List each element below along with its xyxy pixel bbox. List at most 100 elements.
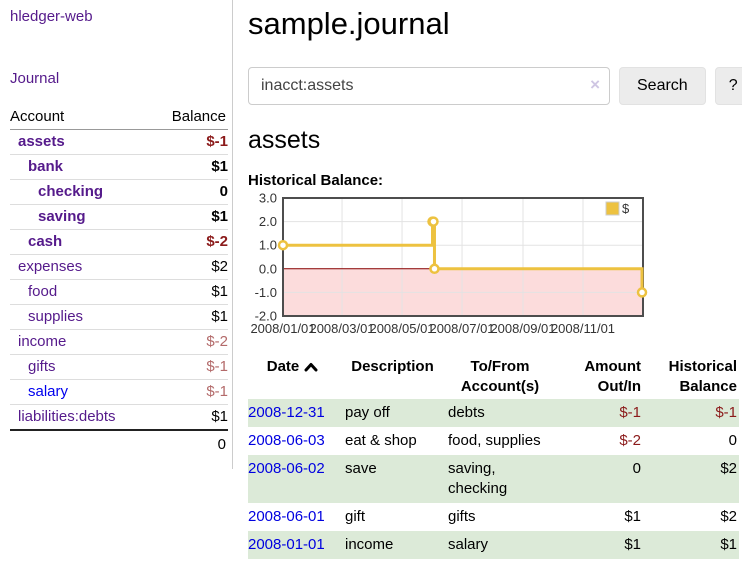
help-button[interactable]: ? — [714, 67, 742, 105]
account-balance: $-1 — [206, 133, 228, 150]
sidebar: hledger-web Journal Account Balance asse… — [0, 0, 233, 469]
account-link[interactable]: saving — [38, 208, 86, 225]
register-header-tofrom: To/From Account(s) — [460, 358, 540, 395]
account-balance: $1 — [152, 279, 228, 305]
transaction-date-link[interactable]: 2008-01-01 — [248, 536, 325, 553]
transaction-balance: $-1 — [715, 404, 737, 421]
register-header-amount: Amount Out/In — [584, 358, 641, 395]
accounts-total-spacer — [10, 429, 153, 459]
register-header-date[interactable]: Date — [248, 355, 345, 399]
svg-text:2008/09/01: 2008/09/01 — [490, 321, 555, 336]
transaction-date-link[interactable]: 2008-06-01 — [248, 508, 325, 525]
account-row: food $1 — [10, 279, 228, 305]
transaction-date-cell: 2008-06-03 — [248, 427, 345, 455]
account-row: income $-2 — [10, 329, 228, 355]
svg-text:2008/11/01: 2008/11/01 — [551, 321, 615, 336]
account-balance: $1 — [152, 404, 228, 430]
register-row: 2008-06-01 gift gifts $1 $2 — [248, 503, 739, 531]
account-row: cash $-2 — [10, 229, 228, 255]
register-header-historical: Historical Balance — [668, 358, 737, 395]
svg-text:0.0: 0.0 — [259, 261, 277, 276]
register-row: 2008-06-03 eat & shop food, supplies $-2 0 — [248, 427, 739, 455]
account-link[interactable]: liabilities:debts — [18, 408, 116, 425]
account-row: expenses $2 — [10, 254, 228, 280]
svg-text:$: $ — [622, 201, 630, 216]
transaction-balance: 0 — [728, 432, 737, 449]
register-row: 2008-06-02 save saving, checking 0 $2 — [248, 455, 739, 503]
account-link[interactable]: assets — [18, 133, 65, 150]
app-brand: hledger-web — [10, 8, 232, 26]
account-link[interactable]: gifts — [28, 358, 56, 375]
account-row: bank $1 — [10, 154, 228, 180]
search-bar: × Search ? — [248, 67, 742, 105]
account-balance: $-2 — [152, 229, 228, 255]
main-content: sample.journal × Search ? assets Histori… — [233, 0, 742, 559]
brand-link[interactable]: hledger-web — [10, 8, 93, 25]
search-input[interactable] — [248, 67, 610, 105]
account-balance: $-2 — [152, 329, 228, 355]
account-link[interactable]: supplies — [28, 308, 84, 325]
transaction-accounts: salary — [448, 536, 489, 553]
clear-search-icon[interactable]: × — [590, 75, 600, 94]
svg-text:1.0: 1.0 — [259, 238, 277, 253]
svg-text:2008/05/01: 2008/05/01 — [369, 321, 434, 336]
transaction-amount: 0 — [632, 460, 641, 477]
transaction-date-cell: 2008-01-01 — [248, 531, 345, 559]
account-row: liabilities:debts $1 — [10, 404, 228, 430]
register-row: 2008-01-01 income salary $1 $1 — [248, 531, 739, 559]
accounts-total-value: 0 — [152, 429, 228, 459]
svg-text:2008/03/01: 2008/03/01 — [309, 321, 374, 336]
accounts-header-balance: Balance — [152, 104, 228, 130]
register-header-description: Description — [351, 358, 434, 375]
account-link[interactable]: checking — [38, 183, 104, 200]
transaction-date-link[interactable]: 2008-12-31 — [248, 404, 325, 421]
sidebar-nav: Journal — [10, 70, 232, 88]
transaction-description: gift — [345, 508, 366, 525]
transaction-description: pay off — [345, 404, 390, 421]
account-link[interactable]: cash — [28, 233, 63, 250]
search-field-wrap: × — [248, 67, 610, 105]
account-link[interactable]: income — [18, 333, 67, 350]
svg-text:3.0: 3.0 — [259, 193, 277, 206]
account-balance: $1 — [152, 304, 228, 330]
svg-text:2008/01/01: 2008/01/01 — [250, 321, 315, 336]
transaction-date-cell: 2008-12-31 — [248, 399, 345, 427]
account-balance: 0 — [152, 179, 228, 205]
nav-journal-link[interactable]: Journal — [10, 70, 60, 87]
transaction-accounts: gifts — [448, 508, 476, 525]
transaction-date-link[interactable]: 2008-06-03 — [248, 432, 325, 449]
account-balance: $-1 — [152, 379, 228, 405]
transaction-amount: $-2 — [619, 432, 641, 449]
account-row: assets $-1 — [10, 130, 228, 155]
sort-asc-icon — [304, 363, 318, 372]
accounts-header-account: Account — [10, 104, 153, 130]
account-heading: assets — [248, 126, 321, 154]
account-row: supplies $1 — [10, 304, 228, 330]
account-row: checking 0 — [10, 179, 228, 205]
account-balance: $1 — [152, 204, 228, 230]
register-table: Date Description To/From Account(s) Amount … — [248, 355, 739, 559]
account-balance: $1 — [152, 154, 228, 180]
account-row: salary $-1 — [10, 379, 228, 405]
transaction-amount: $1 — [624, 536, 641, 553]
svg-text:2.0: 2.0 — [259, 214, 277, 229]
svg-text:2008/07/01: 2008/07/01 — [429, 321, 494, 336]
account-link[interactable]: expenses — [18, 258, 83, 275]
transaction-date-link[interactable]: 2008-06-02 — [248, 460, 325, 477]
transaction-accounts: saving, checking — [448, 460, 508, 497]
transaction-description: eat & shop — [345, 432, 417, 449]
account-balance: $2 — [152, 254, 228, 280]
search-button[interactable]: Search — [619, 67, 706, 105]
chart-label: Historical Balance: — [248, 172, 384, 189]
transaction-amount: $-1 — [619, 404, 641, 421]
account-link[interactable]: bank — [28, 158, 64, 175]
transaction-accounts: food, supplies — [448, 432, 541, 449]
account-row: gifts $-1 — [10, 354, 228, 380]
account-row: saving $1 — [10, 204, 228, 230]
account-link[interactable]: salary — [28, 383, 69, 400]
account-link[interactable]: food — [28, 283, 58, 300]
svg-text:-1.0: -1.0 — [255, 285, 277, 300]
transaction-balance: $2 — [720, 508, 737, 525]
register-row: 2008-12-31 pay off debts $-1 $-1 — [248, 399, 739, 427]
